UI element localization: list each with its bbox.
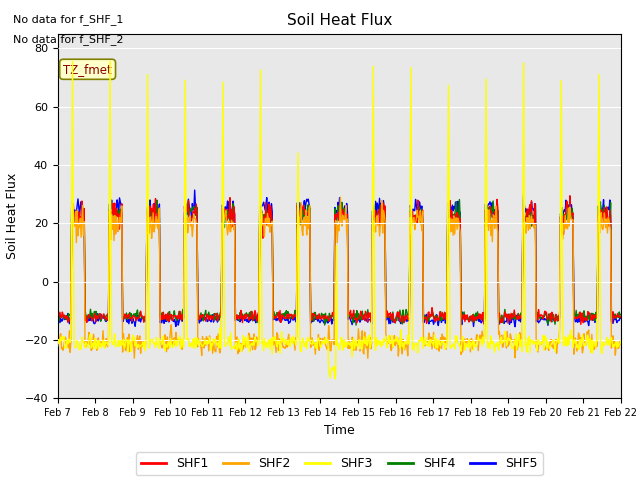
SHF3	[54, 343, 61, 349]
SHF3	[426, 344, 433, 349]
SHF5	[179, 317, 187, 323]
Line: SHF3: SHF3	[58, 61, 621, 379]
SHF5	[210, 319, 218, 325]
SHF4	[179, 306, 187, 312]
SHF2	[337, 194, 344, 200]
SHF4	[425, 318, 433, 324]
SHF3	[617, 337, 625, 343]
SHF2	[179, 337, 187, 343]
SHF2	[54, 347, 61, 352]
SHF2	[617, 341, 625, 347]
SHF4	[54, 313, 61, 319]
SHF2	[64, 339, 72, 345]
SHF5	[122, 313, 129, 319]
SHF1	[54, 312, 61, 318]
SHF4	[352, 322, 360, 328]
SHF1	[424, 310, 432, 315]
SHF5	[191, 187, 198, 193]
Text: TZ_fmet: TZ_fmet	[63, 63, 112, 76]
SHF1	[408, 219, 415, 225]
SHF3	[410, 341, 417, 347]
SHF3	[331, 376, 339, 382]
SHF3	[106, 59, 114, 64]
SHF3	[180, 344, 188, 349]
SHF1	[179, 317, 187, 323]
Line: SHF2: SHF2	[58, 197, 621, 359]
SHF4	[408, 212, 416, 218]
SHF1	[209, 313, 216, 319]
SHF5	[54, 315, 61, 321]
Line: SHF4: SHF4	[58, 200, 621, 325]
SHF5	[408, 206, 416, 212]
SHF4	[122, 315, 129, 321]
Text: No data for f_SHF_1: No data for f_SHF_1	[13, 14, 123, 25]
X-axis label: Time: Time	[324, 424, 355, 437]
Line: SHF5: SHF5	[58, 190, 621, 327]
SHF2	[209, 350, 216, 356]
SHF2	[426, 334, 433, 339]
SHF1	[122, 313, 129, 319]
SHF3	[64, 341, 72, 347]
SHF5	[64, 311, 72, 316]
SHF1	[617, 314, 625, 320]
SHF5	[617, 315, 625, 321]
Line: SHF1: SHF1	[58, 196, 621, 324]
SHF5	[425, 321, 433, 327]
SHF4	[64, 319, 72, 324]
Y-axis label: Soil Heat Flux: Soil Heat Flux	[6, 173, 19, 259]
SHF2	[364, 356, 372, 361]
SHF4	[456, 197, 463, 203]
SHF5	[511, 324, 519, 330]
Text: No data for f_SHF_2: No data for f_SHF_2	[13, 34, 124, 45]
SHF4	[617, 312, 625, 317]
Title: Soil Heat Flux: Soil Heat Flux	[287, 13, 392, 28]
SHF1	[566, 193, 573, 199]
SHF4	[209, 315, 216, 321]
SHF2	[122, 348, 129, 354]
SHF2	[410, 215, 417, 221]
Legend: SHF1, SHF2, SHF3, SHF4, SHF5: SHF1, SHF2, SHF3, SHF4, SHF5	[136, 452, 543, 475]
SHF1	[64, 319, 72, 325]
SHF3	[210, 336, 218, 342]
SHF3	[123, 336, 131, 342]
SHF1	[577, 322, 585, 327]
